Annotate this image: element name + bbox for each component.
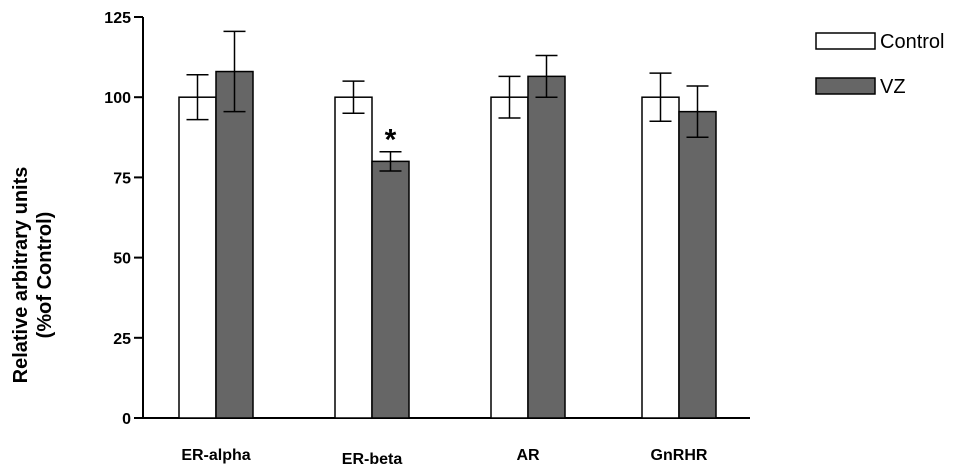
legend-swatch <box>815 32 876 50</box>
category-label: ER-beta <box>342 451 403 468</box>
y-axis-title: Relative arbitrary units (%of Control) <box>10 167 56 384</box>
bar-control-er-beta <box>334 96 373 419</box>
category-labels: ER-alpha ER-beta AR GnRHR <box>181 447 708 468</box>
annotations: * <box>385 124 397 157</box>
significance-marker: * <box>385 124 397 157</box>
bar-vz-gnrhr <box>678 110 717 419</box>
bar-vz-er-beta <box>371 160 410 419</box>
legend-swatch <box>815 77 876 95</box>
y-tick-label: 25 <box>113 331 131 348</box>
legend-label: Control <box>880 31 944 53</box>
bar-vz-er-alpha <box>215 70 254 419</box>
category-label: AR <box>516 447 540 464</box>
category-label: GnRHR <box>651 447 708 464</box>
bars <box>178 70 717 419</box>
bar-control-gnrhr <box>641 96 680 419</box>
y-tick-label: 0 <box>122 411 131 428</box>
y-axis-title-line-1: Relative arbitrary units <box>10 167 32 384</box>
y-tick-label: 125 <box>104 10 131 27</box>
category-label: ER-alpha <box>181 447 250 464</box>
error-bars <box>186 30 709 172</box>
y-tick-label: 50 <box>113 251 131 268</box>
legend-label: VZ <box>880 76 906 98</box>
y-axis-title-line-2: (%of Control) <box>34 212 56 339</box>
legend: Control VZ <box>815 31 944 98</box>
y-tick-label: 75 <box>113 170 131 187</box>
bar-vz-ar <box>527 75 566 419</box>
bar-control-ar <box>490 96 529 419</box>
bar-control-er-alpha <box>178 96 217 419</box>
y-tick-label: 100 <box>104 90 131 107</box>
